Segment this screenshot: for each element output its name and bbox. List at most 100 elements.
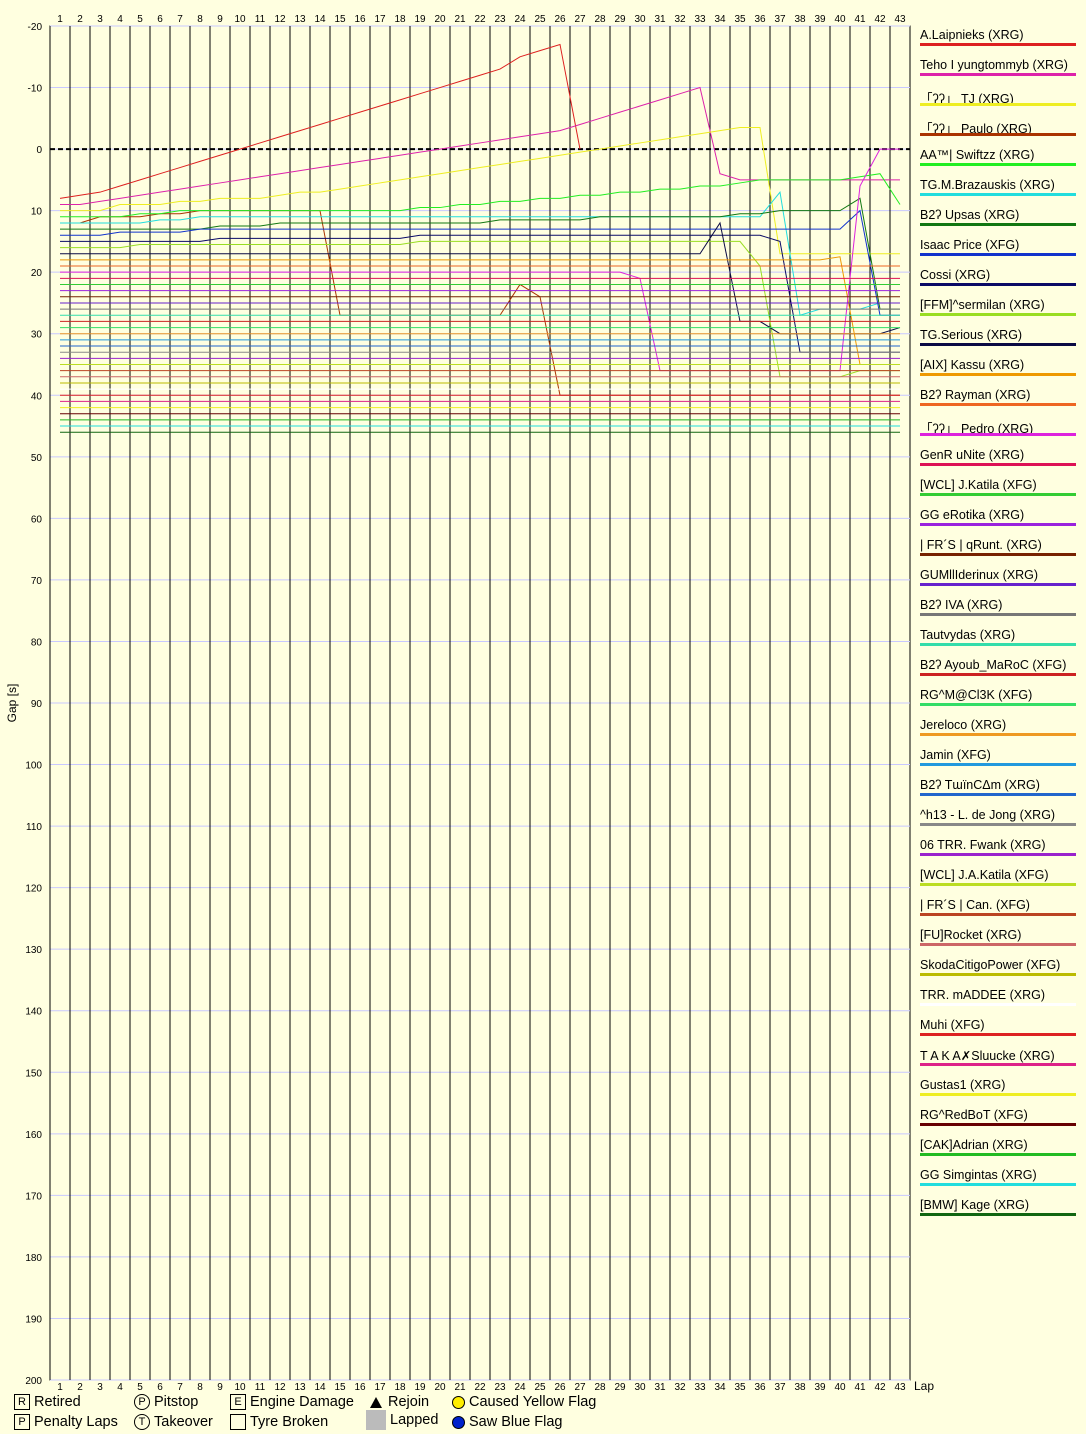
x-tick-label-top: 14 xyxy=(314,14,326,25)
legend-label: 06 TRR. Fwank (XRG) xyxy=(920,838,1046,852)
x-tick-label-bottom: 19 xyxy=(414,1382,426,1393)
y-tick-label: 50 xyxy=(31,453,43,464)
legend-item: Tautvydas (XRG) xyxy=(916,624,1082,654)
legend-label: [WCL] J.A.Katila (XFG) xyxy=(920,868,1049,882)
x-tick-label-bottom: 29 xyxy=(614,1382,626,1393)
legend-label: Gustas1 (XRG) xyxy=(920,1078,1006,1092)
key-pitstop: P Pitstop xyxy=(134,1394,198,1411)
key-penalty: P Penalty Laps xyxy=(14,1414,118,1431)
x-tick-label-bottom: 13 xyxy=(294,1382,306,1393)
legend-swatch xyxy=(920,553,1076,556)
legend-label: T A K A✗Sluucke (XRG) xyxy=(920,1049,1055,1063)
legend-item: 「ʔʔ」 TJ (XRG) xyxy=(916,84,1082,114)
legend-item: Teho I yungtommyb (XRG) xyxy=(916,54,1082,84)
y-tick-label: 40 xyxy=(31,391,43,402)
yellow-flag-icon xyxy=(452,1395,465,1409)
x-tick-label-top: 13 xyxy=(294,14,306,25)
x-tick-label-bottom: 14 xyxy=(314,1382,326,1393)
x-tick-label-bottom: 15 xyxy=(334,1382,346,1393)
x-tick-label-top: 16 xyxy=(354,14,366,25)
legend-item: B2ʔ Upsas (XRG) xyxy=(916,204,1082,234)
x-tick-label-top: 1 xyxy=(57,14,63,25)
x-tick-label-top: 25 xyxy=(534,14,546,25)
legend-swatch xyxy=(920,373,1076,376)
legend-label: B2ʔ IVA (XRG) xyxy=(920,598,1003,612)
x-tick-label-top: 33 xyxy=(694,14,706,25)
legend-swatch xyxy=(920,643,1076,646)
legend-item: | FR´S | qRunt. (XRG) xyxy=(916,534,1082,564)
series-line-0 xyxy=(59,43,581,199)
legend-label: Isaac Price (XFG) xyxy=(920,238,1020,252)
x-tick-label-top: 32 xyxy=(674,14,686,25)
x-tick-label-top: 9 xyxy=(217,14,223,25)
x-tick-label-bottom: 30 xyxy=(634,1382,646,1393)
legend-label: [FFM]^sermilan (XRG) xyxy=(920,298,1045,312)
legend-label: B2ʔ Rayman (XRG) xyxy=(920,388,1031,402)
x-tick-label-bottom: 36 xyxy=(754,1382,766,1393)
legend-item: [AIX] Kassu (XRG) xyxy=(916,354,1082,384)
x-tick-label-bottom: 42 xyxy=(874,1382,886,1393)
legend-swatch xyxy=(920,1123,1076,1126)
x-tick-label-top: 30 xyxy=(634,14,646,25)
legend-swatch xyxy=(920,973,1076,976)
legend-item: A.Laipnieks (XRG) xyxy=(916,24,1082,54)
legend-swatch xyxy=(920,313,1076,316)
series-line-7 xyxy=(60,209,900,316)
x-tick-label-bottom: 6 xyxy=(157,1382,163,1393)
x-tick-label-top: 42 xyxy=(874,14,886,25)
legend-item: B2ʔ IVA (XRG) xyxy=(916,594,1082,624)
legend-item: AA™| Swiftzz (XRG) xyxy=(916,144,1082,174)
series-line-2 xyxy=(60,127,900,255)
x-tick-label-top: 36 xyxy=(754,14,766,25)
legend-label: 「ʔʔ」 TJ (XRG) xyxy=(920,92,1014,106)
rejoin-icon xyxy=(370,1396,382,1408)
legend-item: T A K A✗Sluucke (XRG) xyxy=(916,1044,1082,1074)
legend-label: Jamin (XFG) xyxy=(920,748,991,762)
legend-label: | FR´S | Can. (XFG) xyxy=(920,898,1030,912)
x-tick-label-bottom: 41 xyxy=(854,1382,866,1393)
x-tick-label-bottom: 10 xyxy=(234,1382,246,1393)
x-tick-label-top: 8 xyxy=(197,14,203,25)
y-tick-label: 150 xyxy=(25,1068,42,1079)
key-yellow: Caused Yellow Flag xyxy=(452,1394,596,1410)
x-tick-label-bottom: 16 xyxy=(354,1382,366,1393)
key-rejoin: Rejoin xyxy=(370,1394,429,1410)
x-tick-label-bottom: 35 xyxy=(734,1382,746,1393)
y-tick-label: 130 xyxy=(25,945,42,956)
x-tick-label-top: 26 xyxy=(554,14,566,25)
x-tick-label-top: 18 xyxy=(394,14,406,25)
legend-swatch xyxy=(920,1183,1076,1186)
y-tick-label: 70 xyxy=(31,576,43,587)
x-tick-label-top: 3 xyxy=(97,14,103,25)
legend-label: GG Simgintas (XRG) xyxy=(920,1168,1037,1182)
legend-swatch xyxy=(920,1003,1076,1006)
y-tick-label: -10 xyxy=(28,84,43,95)
legend-label: Cossi (XRG) xyxy=(920,268,991,282)
legend-label: 「ʔʔ」 Paulo (XRG) xyxy=(920,122,1032,136)
legend-item: ^h13 - L. de Jong (XRG) xyxy=(916,804,1082,834)
legend-item: GG eRotika (XRG) xyxy=(916,504,1082,534)
x-tick-label-bottom: 39 xyxy=(814,1382,826,1393)
x-tick-label-top: 37 xyxy=(774,14,786,25)
y-tick-label: 20 xyxy=(31,268,43,279)
x-tick-label-top: 20 xyxy=(434,14,446,25)
legend-item: 「ʔʔ」 Pedro (XRG) xyxy=(916,414,1082,444)
legend-item: Muhi (XFG) xyxy=(916,1014,1082,1044)
legend-label: [WCL] J.Katila (XFG) xyxy=(920,478,1037,492)
x-tick-label-top: 11 xyxy=(255,14,266,25)
legend-item: B2ʔ Rayman (XRG) xyxy=(916,384,1082,414)
legend-label: B2ʔ Upsas (XRG) xyxy=(920,208,1020,222)
legend-swatch xyxy=(920,463,1076,466)
x-tick-label-bottom: 11 xyxy=(255,1382,266,1393)
x-tick-label-top: 17 xyxy=(374,14,386,25)
x-tick-label-bottom: 21 xyxy=(454,1382,466,1393)
series-line-8 xyxy=(60,234,900,353)
x-tick-label-bottom: 24 xyxy=(514,1382,526,1393)
legend-item: TG.Serious (XRG) xyxy=(916,324,1082,354)
x-tick-label-top: 24 xyxy=(514,14,526,25)
legend-item: RG^M@Cl3K (XFG) xyxy=(916,684,1082,714)
legend-swatch xyxy=(920,793,1076,796)
series-line-5 xyxy=(60,190,900,316)
x-tick-label-bottom: 32 xyxy=(674,1382,686,1393)
x-tick-label-bottom: 20 xyxy=(434,1382,446,1393)
